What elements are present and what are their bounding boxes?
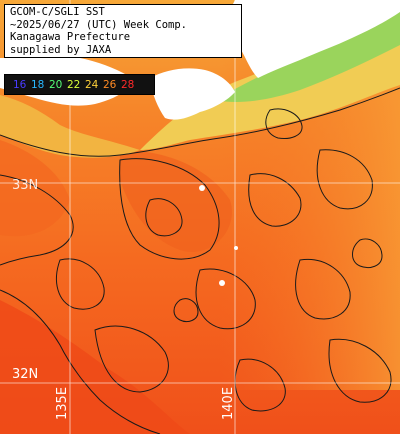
scale-label-26: 26	[103, 78, 117, 91]
coastal-band-green	[215, 0, 400, 102]
land-bay-spit	[273, 0, 306, 39]
title-line-date: ~2025/06/27 (UTC) Week Comp.	[10, 18, 188, 31]
island	[219, 280, 225, 286]
warm-patch-west	[0, 140, 70, 237]
scale-label-28: 28	[121, 78, 135, 91]
title-line-supplier: supplied by JAXA	[10, 43, 112, 56]
coastal-band-west	[0, 95, 140, 158]
scale-label-16: 16	[13, 78, 27, 91]
warm-patch-southwest	[0, 300, 190, 434]
scale-label-18: 18	[31, 78, 45, 91]
lat-label-32n: 32N	[12, 367, 39, 382]
land-peninsula	[150, 68, 235, 120]
scale-label-20: 20	[49, 78, 63, 91]
scale-label-24: 24	[85, 78, 99, 91]
lat-label-33n: 33N	[12, 178, 39, 193]
title-line-product: GCOM-C/SGLI SST	[10, 6, 105, 18]
scale-label-22: 22	[67, 78, 81, 91]
title-line-region: Kanagawa Prefecture	[10, 31, 131, 43]
land-main	[226, 0, 400, 78]
lon-label-140e: 140E	[221, 386, 236, 420]
map-title-box: GCOM-C/SGLI SST ~2025/06/27 (UTC) Week C…	[4, 4, 242, 58]
island	[199, 185, 205, 191]
contour-lines	[0, 87, 400, 434]
lon-label-135e: 135E	[55, 386, 70, 420]
color-scale-legend: 16 18 20 22 24 26 28	[4, 74, 155, 95]
